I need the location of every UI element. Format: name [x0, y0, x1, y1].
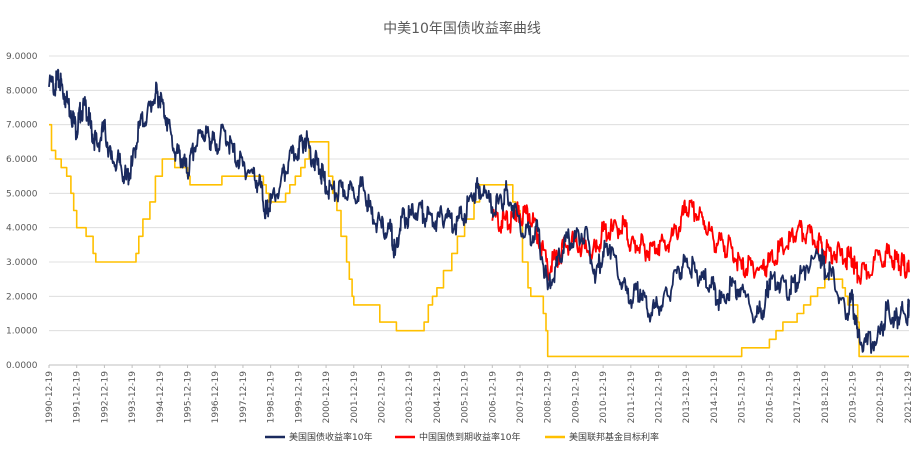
legend: 美国国债收益率10年 中国国债到期收益率10年 美国联邦基金目标利率 — [265, 431, 659, 443]
x-tick-label: 2020-12-19 — [876, 371, 886, 424]
y-tick-label: 6.0000 — [6, 155, 38, 165]
x-tick-label: 2005-12-19 — [461, 371, 471, 424]
legend-label-2: 美国联邦基金目标利率 — [569, 431, 659, 443]
x-tick-label: 2007-12-19 — [516, 371, 526, 424]
x-tick-label: 2004-12-19 — [433, 371, 443, 424]
x-tick-label: 2001-12-19 — [350, 371, 360, 424]
x-tick-label: 1995-12-19 — [184, 371, 194, 424]
y-axis-ticks: 0.0000 1.0000 2.0000 3.0000 4.0000 5.0000 6.00… — [6, 52, 38, 371]
x-tick-label: 2016-12-19 — [765, 371, 775, 424]
x-tick-label: 1994-12-19 — [156, 371, 166, 424]
y-tick-label: 1.0000 — [6, 327, 38, 337]
y-tick-label: 8.0000 — [6, 86, 38, 96]
y-tick-label: 5.0000 — [6, 189, 38, 199]
x-tick-label: 2019-12-19 — [848, 371, 858, 424]
y-tick-label: 3.0000 — [6, 258, 38, 268]
x-tick-label: 2014-12-19 — [710, 371, 720, 424]
series-lines — [48, 68, 910, 358]
x-axis-ticks: 1990-12-19 1991-12-19 1992-12-19 1993-12-19… — [45, 365, 914, 423]
x-tick-label: 2010-12-19 — [599, 371, 609, 424]
x-tick-label: 2015-12-19 — [738, 371, 748, 424]
x-tick-label: 1990-12-19 — [45, 371, 55, 424]
x-tick-label: 1992-12-19 — [100, 371, 110, 424]
y-tick-label: 9.0000 — [6, 52, 38, 62]
chart-title: 中美10年国债收益率曲线 — [383, 20, 541, 37]
x-tick-label: 2011-12-19 — [627, 371, 637, 424]
legend-label-1: 中国国债到期收益率10年 — [419, 431, 520, 443]
legend-label-0: 美国国债收益率10年 — [289, 431, 372, 443]
series-line-2 — [49, 123, 909, 358]
x-tick-label: 2006-12-19 — [488, 371, 498, 424]
x-tick-label: 1996-12-19 — [211, 371, 221, 424]
x-tick-label: 2000-12-19 — [322, 371, 332, 424]
y-tick-label: 2.0000 — [6, 292, 38, 302]
y-tick-label: 0.0000 — [6, 361, 38, 371]
x-tick-label: 1998-12-19 — [267, 371, 277, 424]
x-tick-label: 2013-12-19 — [682, 371, 692, 424]
y-tick-label: 7.0000 — [6, 121, 38, 131]
x-tick-label: 1993-12-19 — [128, 371, 138, 424]
x-tick-label: 2012-12-19 — [655, 371, 665, 424]
x-tick-label: 1991-12-19 — [73, 371, 83, 424]
series-line-0 — [48, 68, 910, 354]
x-tick-label: 2009-12-19 — [571, 371, 581, 424]
x-tick-label: 2017-12-19 — [793, 371, 803, 424]
x-tick-label: 2008-12-19 — [544, 371, 554, 424]
x-tick-label: 2003-12-19 — [405, 371, 415, 424]
y-tick-label: 4.0000 — [6, 224, 38, 234]
x-tick-label: 2021-12-19 — [904, 371, 914, 424]
x-tick-label: 2018-12-19 — [821, 371, 831, 424]
x-tick-label: 1999-12-19 — [294, 371, 304, 424]
x-tick-label: 1997-12-19 — [239, 371, 249, 424]
grid-lines — [49, 55, 909, 366]
x-tick-label: 2002-12-19 — [377, 371, 387, 424]
